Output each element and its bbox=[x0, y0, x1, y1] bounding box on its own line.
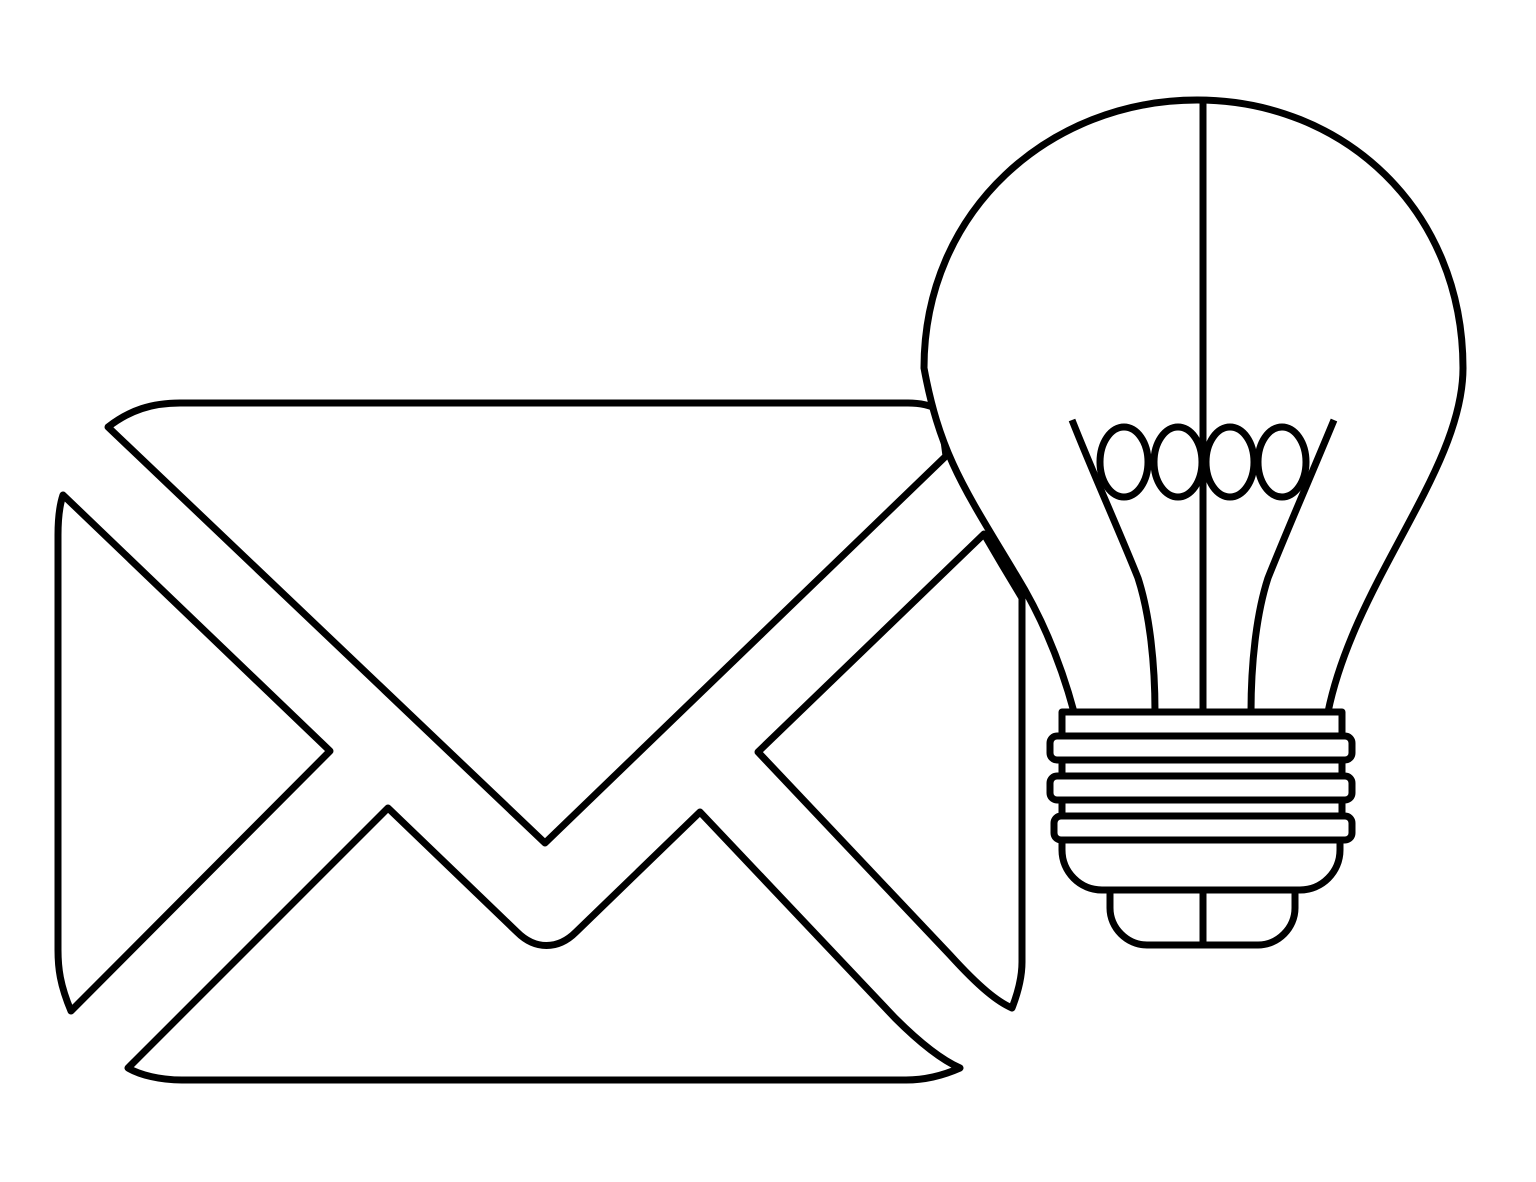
filament-coil-4 bbox=[1254, 423, 1310, 501]
bulb-base-cup bbox=[1058, 836, 1344, 894]
envelope-right-panel bbox=[754, 530, 1026, 1012]
lightbulb-icon bbox=[920, 96, 1467, 949]
filament-coil-2 bbox=[1150, 423, 1206, 501]
screw-thread-5 bbox=[1050, 812, 1356, 844]
filament-coil-1 bbox=[1096, 423, 1152, 501]
filament-support-left bbox=[1068, 418, 1159, 713]
envelope-left-panel bbox=[54, 491, 334, 1015]
filament-coil-3 bbox=[1202, 423, 1258, 501]
filament-support-right bbox=[1247, 418, 1338, 713]
envelope-bottom-panel bbox=[124, 804, 964, 1084]
bulb-collar bbox=[1058, 708, 1346, 740]
envelope-icon bbox=[54, 399, 1026, 1084]
screw-thread-1 bbox=[1046, 732, 1356, 764]
screw-thread-3 bbox=[1046, 772, 1356, 804]
bulb-glass bbox=[920, 96, 1467, 716]
